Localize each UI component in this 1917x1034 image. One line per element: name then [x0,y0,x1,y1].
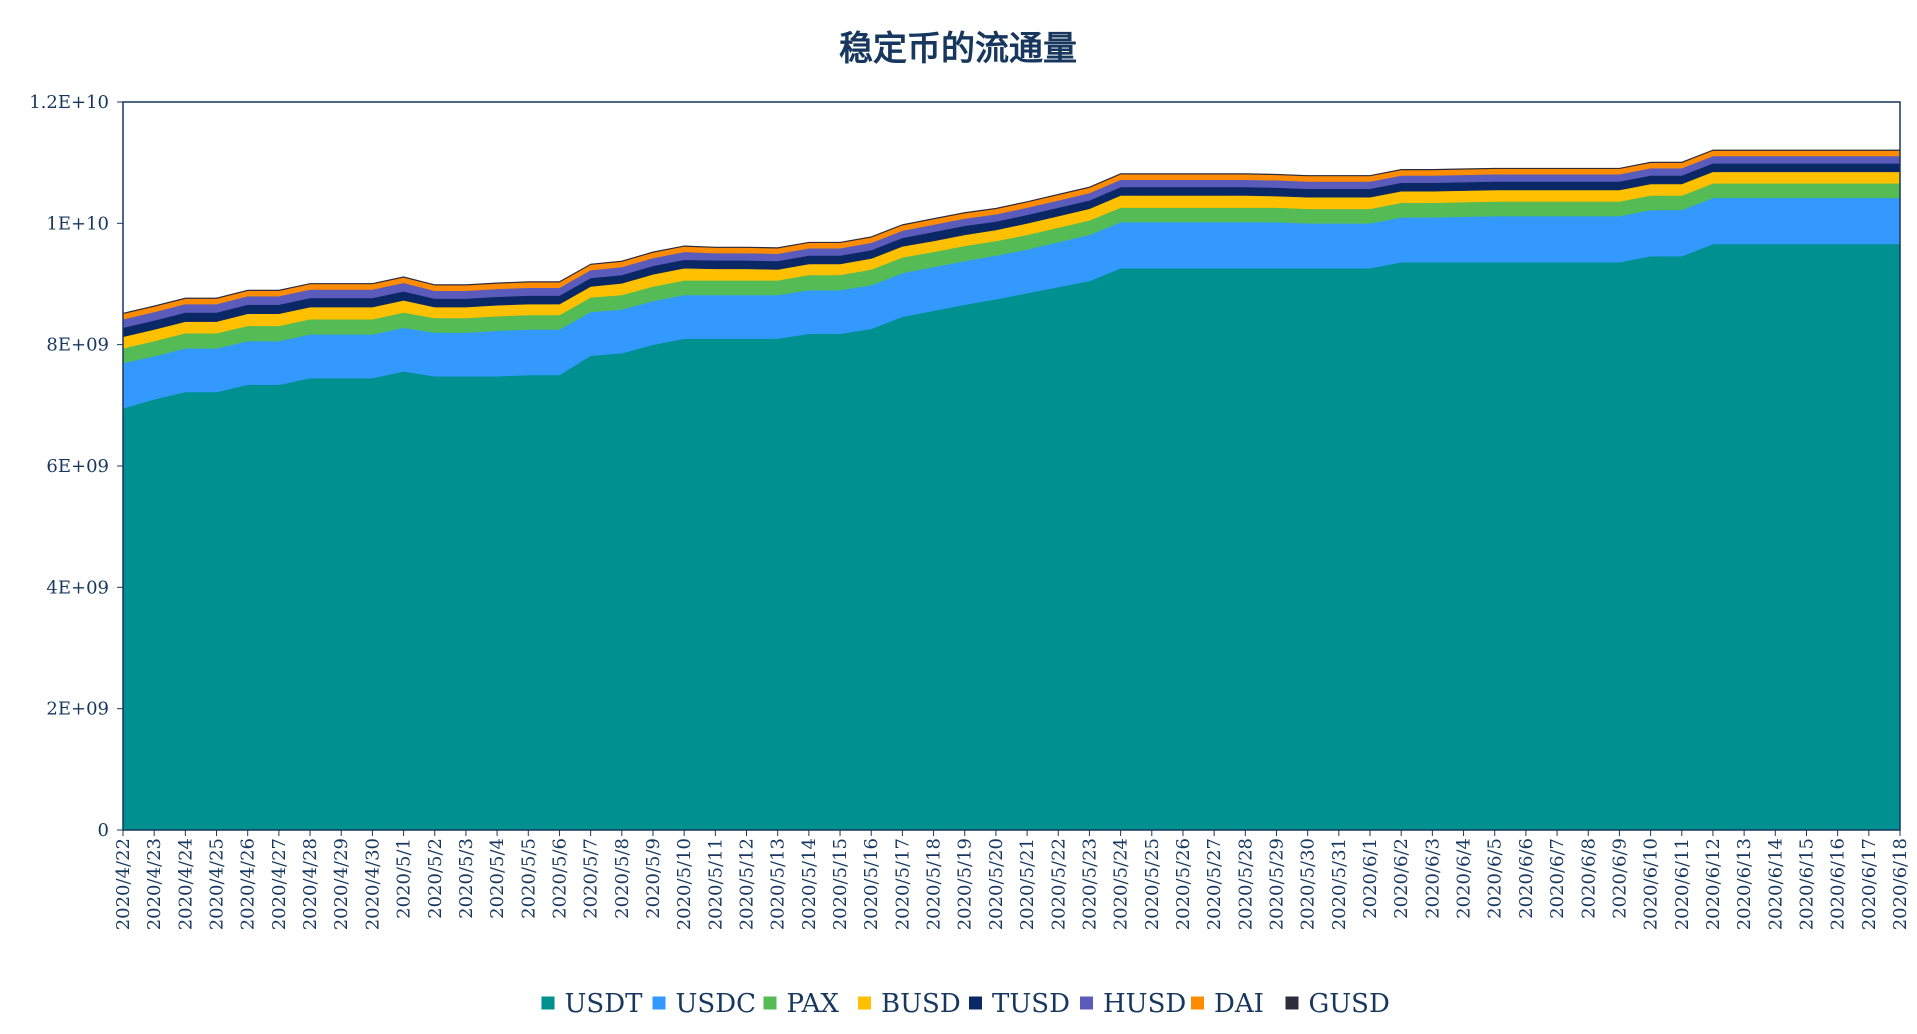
x-tick-label: 2020/6/11 [1672,838,1693,930]
legend-item-dai: DAI [1191,989,1264,1019]
x-tick-label: 2020/5/28 [1235,838,1256,930]
x-tick-label: 2020/5/18 [924,838,945,930]
x-tick-label: 2020/5/14 [799,838,820,930]
x-tick-label: 2020/5/11 [705,838,726,930]
legend-swatch [652,996,666,1010]
x-axis: 2020/4/22 2020/4/23 2020/4/24 2020/4/25 2020… [113,830,1911,930]
x-tick-label: 2020/5/23 [1079,838,1100,930]
legend-swatch [541,996,555,1010]
x-tick-label: 2020/4/23 [144,838,165,930]
x-tick-label: 2020/5/25 [1142,838,1163,930]
x-tick-label: 2020/5/15 [830,838,851,930]
legend-swatch [763,996,777,1010]
x-tick-label: 2020/6/8 [1578,838,1599,919]
y-tick-label: 6E+09 [46,456,109,477]
x-tick-label: 2020/6/18 [1890,838,1911,930]
legend-item-usdc: USDC [652,989,756,1019]
legend-item-tusd: TUSD [969,989,1070,1019]
x-tick-label: 2020/6/5 [1485,838,1506,919]
x-tick-label: 2020/6/1 [1360,838,1381,919]
legend-label: DAI [1214,989,1264,1019]
x-tick-label: 2020/4/26 [238,838,259,930]
x-tick-label: 2020/5/10 [674,838,695,930]
x-tick-label: 2020/5/9 [643,838,664,919]
legend-label: PAX [787,989,840,1019]
x-tick-label: 2020/5/3 [456,838,477,919]
legend-item-husd: HUSD [1080,989,1186,1019]
legend-item-pax: PAX [763,989,840,1019]
y-tick-label: 2E+09 [46,699,109,720]
x-tick-label: 2020/4/29 [331,838,352,930]
legend-label: GUSD [1309,989,1390,1019]
y-tick-label: 1E+10 [46,213,109,234]
x-tick-label: 2020/5/7 [581,838,602,919]
legend: USDT USDC PAX BUSD TUSD HUSD DAI GUSD [541,989,1390,1019]
legend-swatch [858,996,871,1010]
legend-swatch [1285,996,1299,1010]
legend-item-usdt: USDT [541,989,644,1019]
x-tick-label: 2020/5/26 [1173,838,1194,930]
x-tick-label: 2020/6/3 [1422,838,1443,919]
y-axis: 0 2E+09 4E+09 6E+09 8E+09 1E+10 1.2E+10 [29,92,123,841]
x-tick-label: 2020/6/16 [1828,838,1849,930]
x-tick-label: 2020/5/22 [1048,838,1069,930]
x-tick-label: 2020/5/1 [394,838,415,919]
x-tick-label: 2020/6/2 [1391,838,1412,919]
x-tick-label: 2020/6/17 [1859,838,1880,930]
x-tick-label: 2020/4/30 [362,838,383,930]
x-tick-label: 2020/6/12 [1703,838,1724,930]
x-tick-label: 2020/5/16 [861,838,882,930]
x-tick-label: 2020/4/27 [269,838,290,930]
y-tick-label: 8E+09 [46,335,109,356]
x-tick-label: 2020/6/15 [1796,838,1817,930]
x-tick-label: 2020/5/27 [1204,838,1225,930]
legend-swatch [969,996,982,1010]
x-tick-label: 2020/5/13 [768,838,789,930]
x-tick-label: 2020/5/4 [487,838,508,919]
x-tick-label: 2020/5/29 [1266,838,1287,930]
areas-layer [122,149,1901,831]
x-tick-label: 2020/6/6 [1516,838,1537,919]
x-tick-label: 2020/5/2 [425,838,446,919]
legend-swatch [1191,996,1204,1010]
x-tick-label: 2020/6/4 [1454,838,1475,919]
x-tick-label: 2020/5/30 [1298,838,1319,930]
y-tick-label: 1.2E+10 [29,92,109,113]
x-tick-label: 2020/5/8 [612,838,633,919]
x-tick-label: 2020/5/5 [518,838,539,919]
x-tick-label: 2020/5/12 [737,838,758,930]
x-tick-label: 2020/6/10 [1641,838,1662,930]
x-tick-label: 2020/4/28 [300,838,321,930]
legend-label: HUSD [1103,989,1186,1019]
legend-label: BUSD [881,989,961,1019]
x-tick-label: 2020/5/21 [1017,838,1038,930]
chart-title: 稳定币的流通量 [839,29,1077,69]
y-tick-label: 0 [98,820,109,841]
legend-label: USDT [565,989,644,1019]
x-tick-label: 2020/4/22 [113,838,134,930]
x-tick-label: 2020/6/14 [1765,838,1786,930]
x-tick-label: 2020/6/7 [1547,838,1568,919]
x-tick-label: 2020/6/9 [1609,838,1630,919]
x-tick-label: 2020/5/20 [986,838,1007,930]
y-tick-label: 4E+09 [46,577,109,598]
x-tick-label: 2020/5/19 [955,838,976,930]
x-tick-label: 2020/5/6 [549,838,570,919]
legend-label: USDC [676,989,756,1019]
x-tick-label: 2020/6/13 [1734,838,1755,930]
x-tick-label: 2020/5/24 [1111,838,1132,930]
legend-item-busd: BUSD [858,989,961,1019]
legend-swatch [1080,996,1093,1010]
x-tick-label: 2020/4/25 [207,838,228,930]
x-tick-label: 2020/5/17 [892,838,913,930]
x-tick-label: 2020/4/24 [175,838,196,930]
legend-item-gusd: GUSD [1285,989,1390,1019]
legend-label: TUSD [992,989,1070,1019]
x-tick-label: 2020/5/31 [1329,838,1350,930]
